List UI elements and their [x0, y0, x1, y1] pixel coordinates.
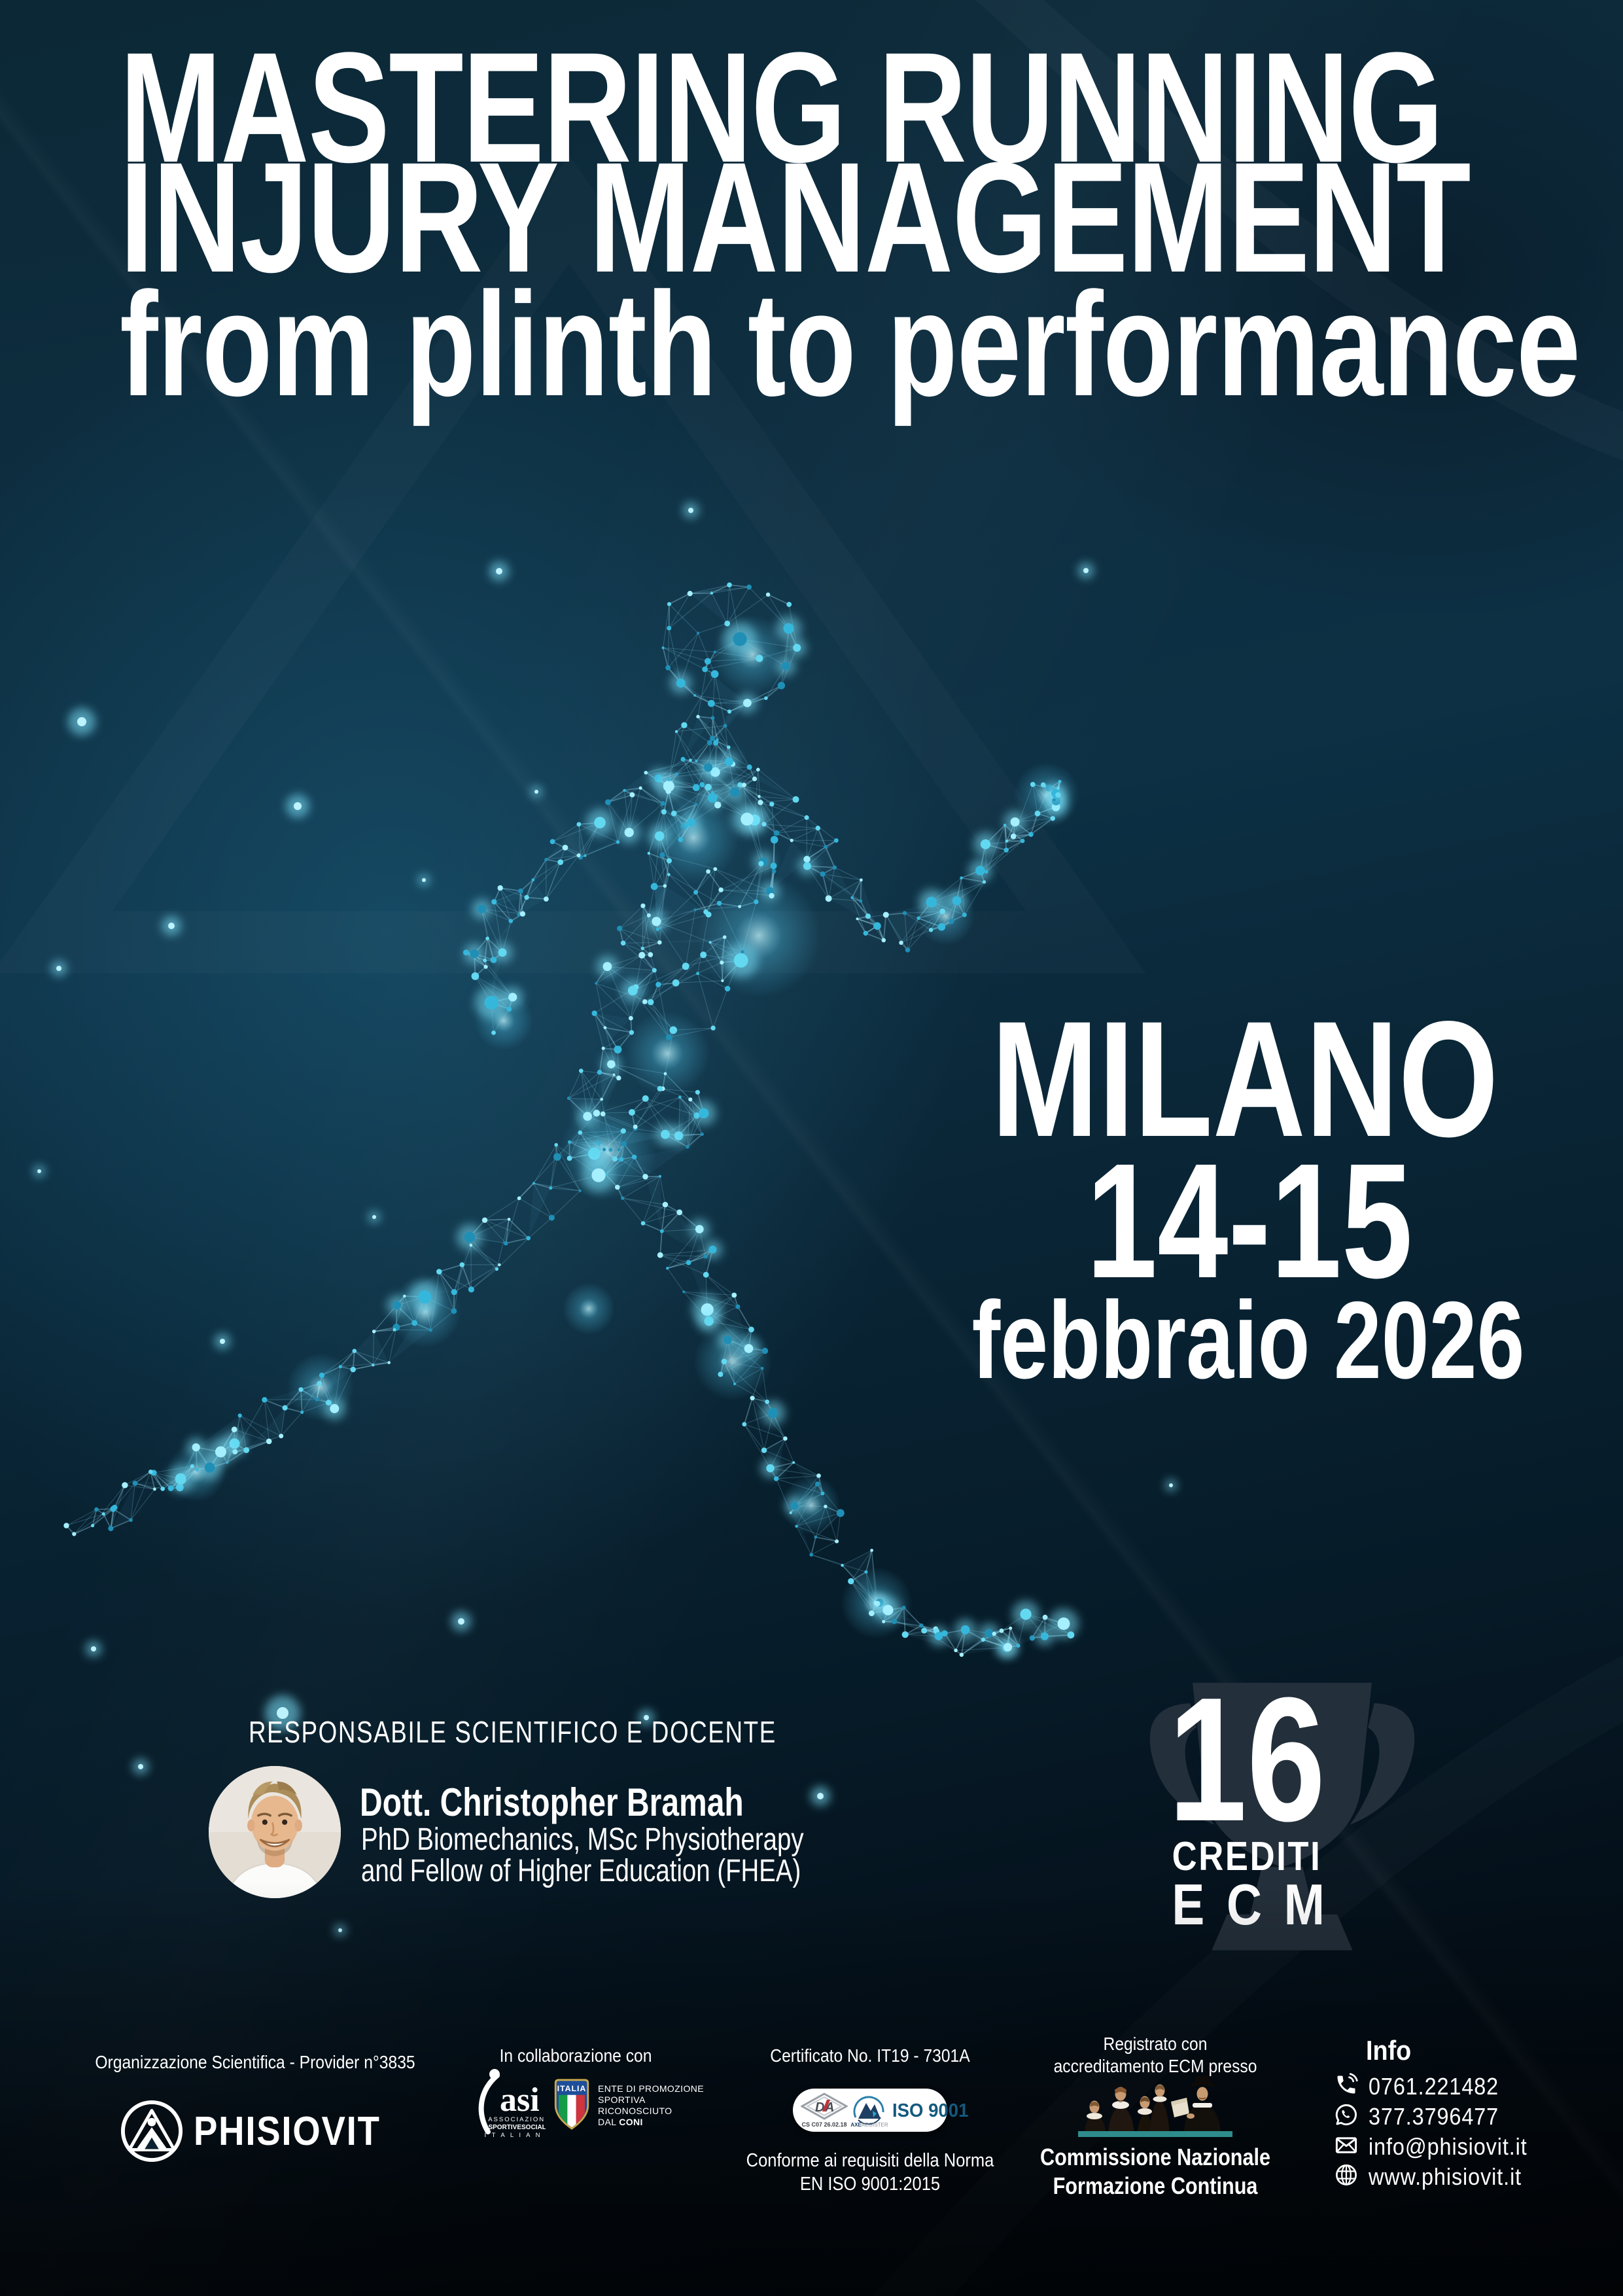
- commission-line-1: Commissione Nazionale: [1040, 2144, 1270, 2170]
- anatomy-lesson-painting: [1085, 2076, 1221, 2133]
- organizer-label: Organizzazione Scientifica - Provider n°…: [95, 2052, 415, 2072]
- asi-sub-1: ASSOCIAZIONI: [488, 2116, 546, 2123]
- email-icon: [1335, 2137, 1357, 2153]
- coni-line-1: ENTE DI PROMOZIONE: [598, 2083, 704, 2094]
- coni-line-3: RICONOSCIUTO: [598, 2106, 672, 2116]
- phisiovit-logo-icon: [120, 2100, 183, 2163]
- axe-bold: AXE: [850, 2122, 862, 2128]
- whatsapp-icon: [1335, 2104, 1357, 2126]
- coni-line-4: DAL CONI: [598, 2117, 643, 2127]
- ecm-registration-label-2: accreditamento ECM presso: [1053, 2056, 1257, 2076]
- asi-logo: asi ASSOCIAZIONI SPORTIVESOCIALI I T A L…: [478, 2069, 546, 2139]
- info-website[interactable]: www.phisiovit.it: [1369, 2163, 1522, 2190]
- conformity-line-1: Conforme ai requisiti della Norma: [746, 2150, 994, 2171]
- phone-icon: [1337, 2073, 1358, 2094]
- coni-line-2: SPORTIVA: [598, 2094, 646, 2105]
- shield-word: ITALIA: [557, 2084, 587, 2093]
- certificate-label: Certificato No. IT19 - 7301A: [770, 2045, 970, 2066]
- commission-line-2: Formazione Continua: [1053, 2172, 1258, 2199]
- coni-italia-shield: ITALIA: [554, 2079, 589, 2130]
- axe-register-logo: AXEREGISTER: [850, 2096, 888, 2128]
- svg-text:D: D: [815, 2100, 824, 2115]
- info-phone[interactable]: 0761.221482: [1369, 2073, 1499, 2100]
- ecm-registration-label-1: Registrato con: [1103, 2034, 1208, 2054]
- globe-icon: [1336, 2164, 1357, 2185]
- phisiovit-brand: PHISIOVIT: [194, 2109, 381, 2154]
- info-header: Info: [1366, 2035, 1412, 2066]
- conformity-line-2: EN ISO 9001:2015: [799, 2174, 941, 2195]
- svg-text:asi: asi: [500, 2081, 540, 2119]
- asi-sub-2: SPORTIVESOCIALI: [488, 2124, 546, 2131]
- info-email[interactable]: info@phisiovit.it: [1369, 2133, 1527, 2160]
- coni-text: ENTE DI PROMOZIONE SPORTIVA RICONOSCIUTO…: [598, 2083, 704, 2128]
- svg-text:AXEREGISTER: AXEREGISTER: [850, 2122, 888, 2128]
- info-whatsapp[interactable]: 377.3796477: [1369, 2103, 1499, 2130]
- axe-light: REGISTER: [862, 2122, 888, 2128]
- da-certification-logo: D A CS C07 26.02.18: [801, 2093, 848, 2128]
- ecm-teal-bar: [1078, 2131, 1232, 2137]
- coni-bold: CONI: [619, 2117, 643, 2127]
- asi-sub-3: I T A L I A N E: [485, 2132, 546, 2139]
- da-sub-text: CS C07 26.02.18: [801, 2121, 846, 2128]
- iso-label: ISO 9001: [892, 2100, 969, 2121]
- collaboration-label: In collaborazione con: [499, 2045, 652, 2066]
